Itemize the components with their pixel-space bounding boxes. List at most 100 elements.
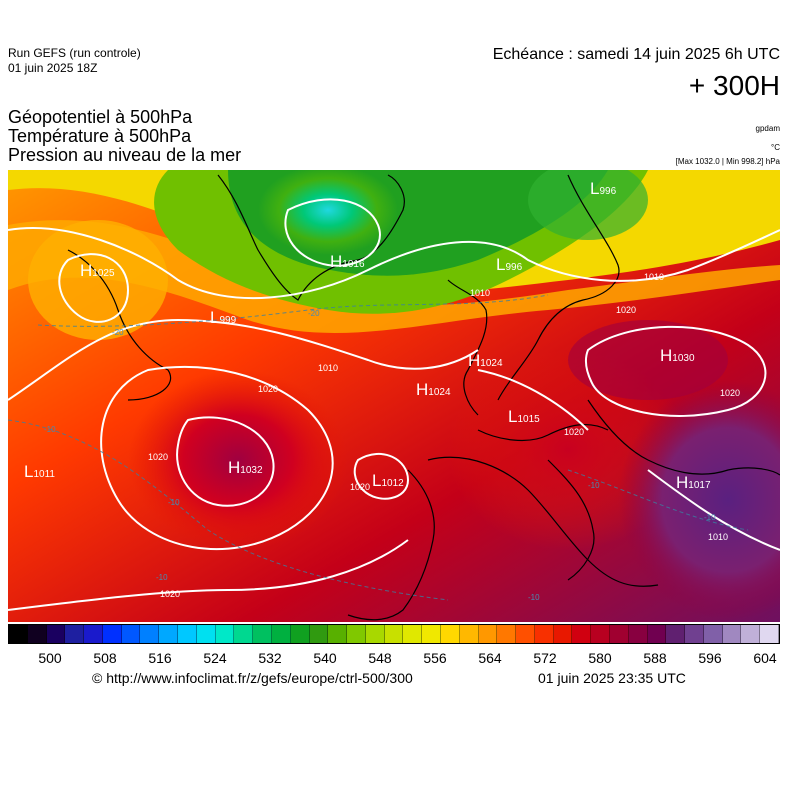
color-swatch (290, 625, 310, 643)
cold-core (258, 170, 398, 255)
scale-tick-label: 532 (258, 650, 282, 666)
color-swatch (553, 625, 573, 643)
isobar-label: 1020 (258, 384, 278, 394)
color-swatch (140, 625, 160, 643)
color-swatch (422, 625, 441, 643)
color-swatch (703, 625, 723, 643)
isobar-1030-east (584, 325, 767, 417)
isobar-1010-south-east (647, 469, 780, 551)
color-swatch (478, 625, 498, 643)
temp-labels: -20 -20 -10 -10 -10 -10 -10 -10 (44, 309, 716, 602)
color-swatch (178, 625, 197, 643)
scale-tick-label: 516 (148, 650, 172, 666)
britain-coast (447, 279, 488, 416)
unit-gpdam: gpdam (755, 124, 780, 133)
temp-label: -10 (704, 513, 716, 522)
color-swatch (27, 625, 47, 643)
source-credit: © http://www.infoclimat.fr/z/gefs/europe… (92, 670, 413, 686)
isobar-label: 1020 (350, 482, 370, 492)
scale-tick-label: 604 (753, 650, 777, 666)
color-swatch (121, 625, 141, 643)
color-swatch (196, 625, 216, 643)
isobar-label: 1020 (160, 589, 180, 599)
color-swatch (84, 625, 103, 643)
color-swatch (741, 625, 761, 643)
param-geopotential: Géopotentiel à 500hPa (8, 107, 193, 127)
warm-pocket-east (618, 380, 780, 620)
scale-tick-label: 596 (698, 650, 722, 666)
color-swatch (384, 625, 404, 643)
color-swatch (610, 625, 629, 643)
scale-tick-label: 588 (643, 650, 667, 666)
cold-core-east (528, 170, 648, 240)
scale-tick-label: 572 (533, 650, 557, 666)
temp-contour-10-east (567, 469, 749, 531)
parameter-list: Géopotentiel à 500hPa Température à 500h… (8, 108, 241, 165)
temp-contour-20 (37, 294, 549, 327)
isobar-label: 1010 (470, 288, 490, 298)
temperature-contours (8, 294, 749, 601)
run-date: 01 juin 2025 18Z (8, 61, 98, 75)
temp-label: -20 (308, 309, 320, 318)
isobar-1010-north (8, 227, 780, 300)
central-europe-border (477, 424, 609, 441)
temp-label: -20 (112, 328, 124, 337)
scale-tick-label: 548 (368, 650, 392, 666)
greenland-coast (217, 174, 405, 301)
isobar-label: 1020 (616, 305, 636, 315)
color-swatch (365, 625, 385, 643)
eastern-europe-coast (587, 399, 780, 476)
temp-label: -10 (168, 498, 180, 507)
scale-tick-label: 580 (588, 650, 612, 666)
param-mslp: Pression au niveau de la mer (8, 145, 242, 165)
lead-time: + 300H (688, 70, 780, 101)
color-swatch (215, 625, 235, 643)
isobar-label: 1010 (318, 363, 338, 373)
color-swatch (403, 625, 423, 643)
isobar-1025-high (58, 253, 130, 323)
balkan-coast (547, 459, 595, 581)
isobar-label: 1020 (564, 427, 584, 437)
pressure-centers: H1025 H1016 L996 L996 L999 H1024 H1024 H… (24, 179, 711, 492)
color-swatch (666, 625, 686, 643)
isobars (8, 198, 780, 611)
color-swatch (459, 625, 479, 643)
color-swatch (722, 625, 742, 643)
color-swatch (760, 625, 780, 643)
isobar-label: 1020 (720, 388, 740, 398)
iberia-coast (347, 469, 435, 621)
temp-label: -10 (528, 593, 540, 602)
color-swatch (253, 625, 272, 643)
temp-label: -10 (44, 425, 56, 434)
scale-tick-label: 556 (423, 650, 447, 666)
isobar-1016-high (284, 198, 381, 267)
isobar-label: 1010 (708, 532, 728, 542)
temp-label: -10 (156, 573, 168, 582)
isobar-label: 1010 (644, 272, 664, 282)
isobar-1010-mid (8, 318, 479, 401)
scandinavia-coast (497, 174, 620, 401)
color-swatch (685, 625, 704, 643)
color-swatch (628, 625, 648, 643)
color-swatch (271, 625, 291, 643)
color-scale (8, 624, 780, 644)
isobar-1020-central (477, 369, 589, 431)
scale-tick-label: 524 (203, 650, 227, 666)
warm-west (28, 220, 168, 340)
isobar-1020-south (8, 539, 409, 611)
color-swatch (534, 625, 554, 643)
isobar-label: 1020 (148, 452, 168, 462)
run-model: Run GEFS (run controle) (8, 46, 141, 60)
color-swatch (497, 625, 517, 643)
issue-time: 01 juin 2025 23:35 UTC (538, 670, 686, 686)
isobar-1030-high (176, 416, 275, 507)
forecast-valid-time: Echéance : samedi 14 juin 2025 6h UTC (492, 46, 780, 63)
color-swatch (328, 625, 348, 643)
color-swatch (159, 625, 179, 643)
warm-band-orange (8, 220, 780, 333)
color-swatch (234, 625, 254, 643)
isobar-labels: 1010 1010 1020 1010 1020 1020 1020 1020 … (148, 272, 740, 599)
color-swatch (65, 625, 85, 643)
max-min-pressure: [Max 1032.0 | Min 998.2] hPa (675, 157, 780, 166)
coastlines (67, 174, 780, 621)
